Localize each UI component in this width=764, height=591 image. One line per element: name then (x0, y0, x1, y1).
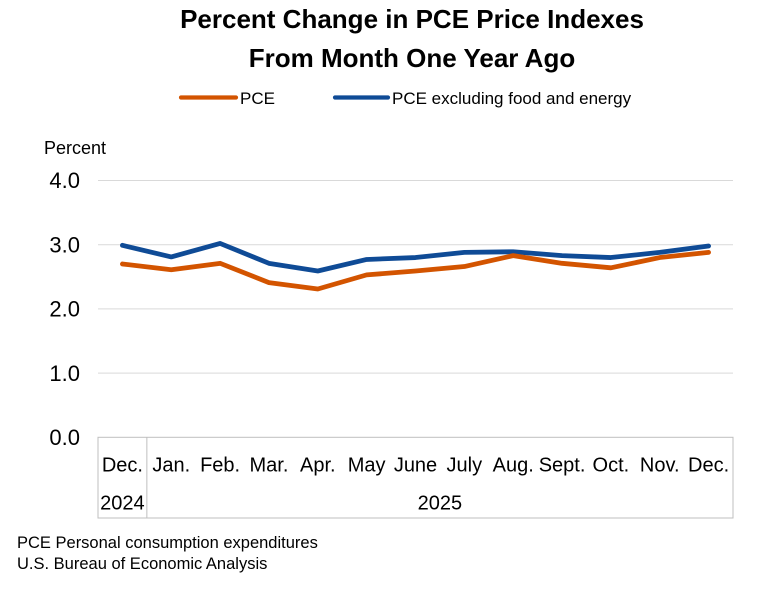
svg-text:1.0: 1.0 (49, 361, 80, 386)
svg-text:Apr.: Apr. (300, 454, 336, 476)
svg-text:Dec.: Dec. (102, 454, 143, 476)
svg-text:Jan.: Jan. (152, 454, 190, 476)
svg-text:2.0: 2.0 (49, 297, 80, 322)
svg-text:Dec.: Dec. (688, 454, 729, 476)
svg-text:July: July (447, 454, 483, 476)
svg-text:Mar.: Mar. (250, 454, 289, 476)
svg-text:0.0: 0.0 (49, 425, 80, 450)
svg-text:3.0: 3.0 (49, 232, 80, 257)
svg-text:Oct.: Oct. (593, 454, 630, 476)
svg-text:Sept.: Sept. (539, 454, 586, 476)
svg-text:Percent: Percent (44, 138, 106, 158)
svg-text:Nov.: Nov. (640, 454, 680, 476)
svg-text:Aug.: Aug. (493, 454, 534, 476)
svg-text:June: June (394, 454, 437, 476)
svg-text:Feb.: Feb. (200, 454, 240, 476)
svg-text:2025: 2025 (418, 492, 463, 514)
svg-text:May: May (348, 454, 386, 476)
svg-text:2024: 2024 (100, 492, 145, 514)
svg-text:4.0: 4.0 (49, 168, 80, 193)
